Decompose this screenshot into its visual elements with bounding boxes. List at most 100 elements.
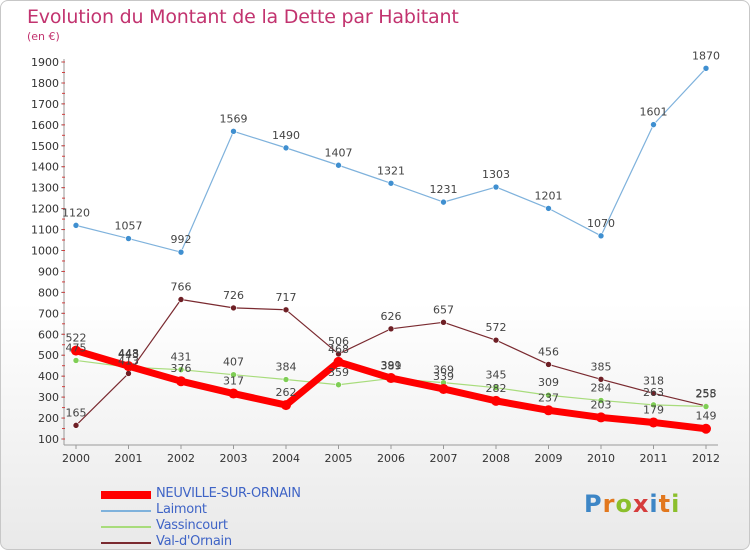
- x-tick-label: 2005: [325, 452, 353, 465]
- data-label: 179: [643, 403, 664, 416]
- y-tick-label: 1900: [31, 56, 59, 69]
- legend-item: Val-d'Ornain: [101, 534, 361, 549]
- data-label: 1057: [115, 220, 143, 233]
- data-label: 475: [66, 341, 87, 354]
- data-point: [650, 121, 657, 128]
- data-point: [440, 319, 447, 326]
- data-point: [387, 179, 395, 187]
- data-label: 317: [223, 375, 244, 388]
- logo-letter: x: [632, 490, 650, 518]
- data-point: [228, 388, 239, 399]
- data-label: 448: [118, 347, 139, 360]
- y-tick-label: 1700: [31, 98, 59, 111]
- logo-letter: P: [584, 490, 603, 518]
- data-label: 1303: [482, 168, 510, 181]
- data-point: [545, 205, 552, 212]
- data-label: 1601: [640, 106, 668, 119]
- data-point: [438, 383, 449, 394]
- data-label: 384: [276, 361, 297, 374]
- x-tick-label: 2000: [62, 452, 90, 465]
- legend-swatch: [101, 491, 151, 499]
- data-point: [177, 248, 185, 256]
- data-label: 203: [591, 398, 612, 411]
- data-point: [650, 390, 657, 397]
- data-label: 456: [538, 345, 559, 358]
- data-label: 282: [486, 382, 507, 395]
- data-label: 376: [171, 362, 192, 375]
- legend-swatch: [101, 526, 151, 528]
- data-label: 1231: [430, 183, 458, 196]
- data-label: 262: [276, 386, 297, 399]
- y-tick-label: 300: [38, 391, 59, 404]
- data-point: [597, 397, 605, 404]
- data-point: [230, 371, 237, 379]
- data-label: 339: [433, 370, 454, 383]
- data-label: 255: [696, 388, 717, 401]
- x-tick-label: 2001: [115, 452, 143, 465]
- legend-label: Val-d'Ornain: [156, 534, 232, 549]
- data-point: [701, 423, 711, 434]
- x-tick-label: 2012: [692, 452, 720, 465]
- data-point: [282, 306, 290, 314]
- y-tick-label: 500: [38, 349, 59, 362]
- data-label: 726: [223, 289, 244, 302]
- data-point: [71, 345, 81, 356]
- legend-label: NEUVILLE-SUR-ORNAIN: [156, 486, 301, 501]
- data-point: [281, 400, 291, 411]
- y-tick-label: 1400: [31, 161, 59, 174]
- y-tick-label: 1500: [31, 140, 59, 153]
- data-label: 165: [66, 406, 87, 419]
- data-label: 345: [486, 369, 507, 382]
- x-tick-label: 2011: [640, 452, 668, 465]
- data-point: [545, 391, 552, 399]
- data-point: [702, 64, 710, 72]
- data-point: [387, 325, 395, 333]
- data-point: [72, 422, 80, 429]
- proxiti-logo: Proxiti: [584, 490, 680, 518]
- data-point: [596, 412, 606, 423]
- y-tick-label: 900: [38, 265, 59, 278]
- data-point: [177, 366, 185, 373]
- data-point: [282, 144, 290, 152]
- x-tick-label: 2006: [377, 452, 405, 465]
- data-label: 263: [643, 386, 664, 399]
- data-point: [492, 384, 500, 391]
- data-point: [125, 370, 132, 377]
- data-label: 1120: [62, 206, 90, 219]
- legend: NEUVILLE-SUR-ORNAIN Laimont Vassincourt Val…: [101, 486, 361, 549]
- y-tick-label: 800: [38, 286, 59, 299]
- data-point: [333, 356, 344, 367]
- logo-letter: i: [649, 490, 659, 518]
- data-label: 385: [591, 360, 612, 373]
- legend-item: NEUVILLE-SUR-ORNAIN: [101, 486, 361, 503]
- data-point: [177, 296, 185, 303]
- data-label: 431: [171, 351, 192, 364]
- data-point: [386, 373, 396, 384]
- data-label: 468: [328, 343, 349, 356]
- legend-label: Laimont: [156, 502, 207, 517]
- y-tick-label: 1000: [31, 245, 59, 258]
- data-label: 1407: [325, 146, 353, 159]
- data-point: [123, 361, 134, 372]
- legend-swatch: [101, 542, 151, 544]
- logo-letter: o: [615, 490, 633, 518]
- data-label: 1569: [220, 112, 248, 125]
- data-point: [492, 336, 500, 344]
- data-label: 369: [433, 364, 454, 377]
- axes: 1002003004005006007008009001000110012001…: [31, 56, 720, 465]
- y-tick-label: 100: [38, 433, 59, 446]
- data-label: 992: [171, 233, 192, 246]
- legend-item: Vassincourt: [101, 518, 361, 535]
- data-point: [282, 376, 290, 383]
- y-tick-label: 1200: [31, 203, 59, 216]
- x-tick-label: 2010: [587, 452, 615, 465]
- data-label: 443: [118, 348, 139, 361]
- y-tick-label: 200: [38, 412, 59, 425]
- data-label: 149: [696, 410, 717, 423]
- data-labels: 165 413 766 726 717 506 626 657 572 456 385 318 258 4…: [62, 49, 720, 422]
- y-tick-label: 1800: [31, 77, 59, 90]
- data-label: 309: [538, 376, 559, 389]
- data-label: 1201: [535, 189, 563, 202]
